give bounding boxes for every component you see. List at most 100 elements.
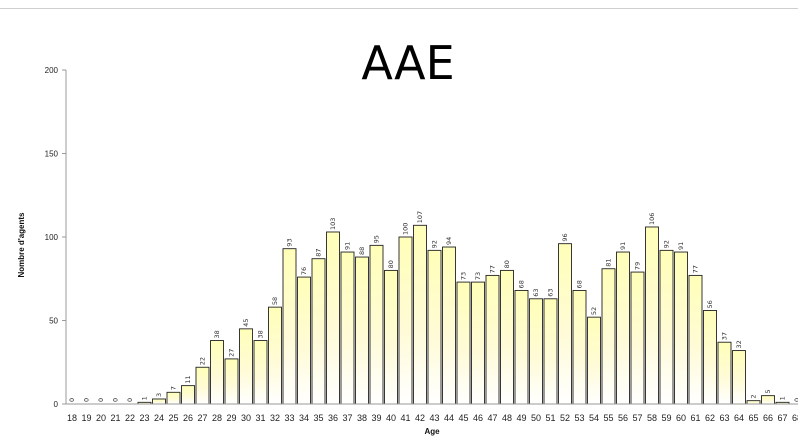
bar-age-51: [543, 298, 558, 405]
y-tick-label: 0: [54, 400, 59, 409]
data-label: 92: [663, 240, 671, 248]
data-label: 87: [315, 248, 323, 256]
data-label: 92: [431, 240, 439, 248]
data-label: 91: [677, 242, 685, 250]
data-label: 95: [373, 235, 381, 243]
bar-age-29: [224, 358, 239, 405]
x-tick-label: 30: [241, 413, 251, 423]
x-tick-label: 24: [154, 413, 164, 423]
bar-age-40: [384, 269, 398, 405]
data-label: 56: [706, 300, 714, 308]
data-label: 1: [141, 396, 149, 400]
x-tick-label: 61: [690, 413, 700, 423]
bar-age-45: [456, 281, 471, 405]
bar-age-50: [529, 298, 543, 405]
bar-age-28: [210, 340, 224, 405]
bar-age-33: [282, 248, 297, 405]
data-label: 5: [764, 390, 772, 394]
x-tick-label: 54: [589, 413, 599, 423]
data-label: 0: [112, 398, 120, 402]
bar-age-54: [587, 316, 601, 405]
bar-age-46: [471, 281, 485, 405]
x-tick-label: 39: [371, 413, 381, 423]
bar-age-41: [398, 236, 413, 405]
bar-age-31: [253, 340, 268, 405]
data-label: 3: [155, 393, 163, 397]
data-label: 0: [793, 398, 798, 402]
data-label: 106: [648, 213, 656, 225]
data-label: 73: [460, 272, 468, 280]
data-label: 68: [518, 280, 526, 288]
x-tick-label: 33: [284, 413, 294, 423]
x-tick-label: 55: [603, 413, 613, 423]
data-label: 96: [561, 233, 569, 241]
x-tick-label: 62: [705, 413, 715, 423]
bar-age-44: [442, 246, 456, 405]
x-tick-label: 58: [647, 413, 657, 423]
bar-age-65: [746, 400, 761, 405]
bar-age-57: [630, 271, 645, 405]
x-tick-label: 67: [777, 413, 787, 423]
x-tick-label: 51: [545, 413, 555, 423]
data-label: 52: [590, 307, 598, 315]
data-label: 0: [126, 398, 134, 402]
data-label: 100: [402, 223, 410, 235]
data-label: 45: [242, 319, 250, 327]
x-tick-label: 60: [676, 413, 686, 423]
data-label: 103: [329, 218, 337, 230]
data-label: 63: [532, 289, 540, 297]
bar-age-47: [485, 274, 500, 405]
x-tick-label: 43: [429, 413, 439, 423]
bar-age-42: [413, 224, 427, 405]
data-label: 76: [300, 267, 308, 275]
bar-age-38: [355, 256, 369, 405]
data-label: 93: [286, 238, 294, 246]
x-axis: 18 19 20 21 22 23 24 25 26 27 28 29 30 31 32 33 34 35 36 37…: [66, 403, 798, 423]
x-tick-label: 40: [386, 413, 396, 423]
data-label: 7: [170, 386, 178, 390]
bar-age-48: [500, 269, 514, 405]
data-label: 22: [199, 357, 207, 365]
bar-age-39: [369, 244, 384, 405]
data-label: 91: [619, 242, 627, 250]
y-tick-label: 150: [45, 150, 59, 159]
x-tick-label: 34: [299, 413, 309, 423]
x-tick-label: 27: [197, 413, 207, 423]
bar-age-64: [732, 350, 746, 405]
x-tick-label: 18: [67, 413, 77, 423]
bar-age-27: [195, 366, 210, 405]
bar-age-60: [674, 251, 688, 405]
data-label: 2: [750, 395, 758, 399]
x-tick-label: 28: [212, 413, 222, 423]
data-label: 91: [344, 242, 352, 250]
bar-age-34: [297, 276, 311, 405]
data-label: 77: [692, 265, 700, 273]
bar-age-25: [166, 391, 181, 405]
x-tick-label: 53: [574, 413, 584, 423]
bar-age-58: [645, 226, 659, 405]
y-axis: 0 50 100 150 200: [45, 66, 67, 409]
x-tick-label: 41: [400, 413, 410, 423]
x-tick-label: 63: [719, 413, 729, 423]
bar-age-56: [616, 251, 630, 405]
data-label: 80: [503, 260, 511, 268]
data-label: 63: [547, 289, 555, 297]
bar-age-63: [717, 341, 732, 405]
x-tick-label: 68: [792, 413, 798, 423]
bar-age-43: [427, 249, 442, 405]
x-tick-label: 25: [168, 413, 178, 423]
data-label: 73: [474, 272, 482, 280]
data-label: 88: [358, 247, 366, 255]
x-axis-label: Age: [424, 427, 440, 436]
x-tick-label: 20: [96, 413, 106, 423]
bar-age-55: [601, 268, 616, 405]
data-label: 11: [184, 375, 192, 383]
x-tick-label: 56: [618, 413, 628, 423]
x-tick-label: 37: [342, 413, 352, 423]
bar-age-66: [761, 395, 775, 405]
bar-age-61: [688, 274, 703, 405]
data-label: 80: [387, 260, 395, 268]
bar-age-49: [514, 289, 529, 405]
